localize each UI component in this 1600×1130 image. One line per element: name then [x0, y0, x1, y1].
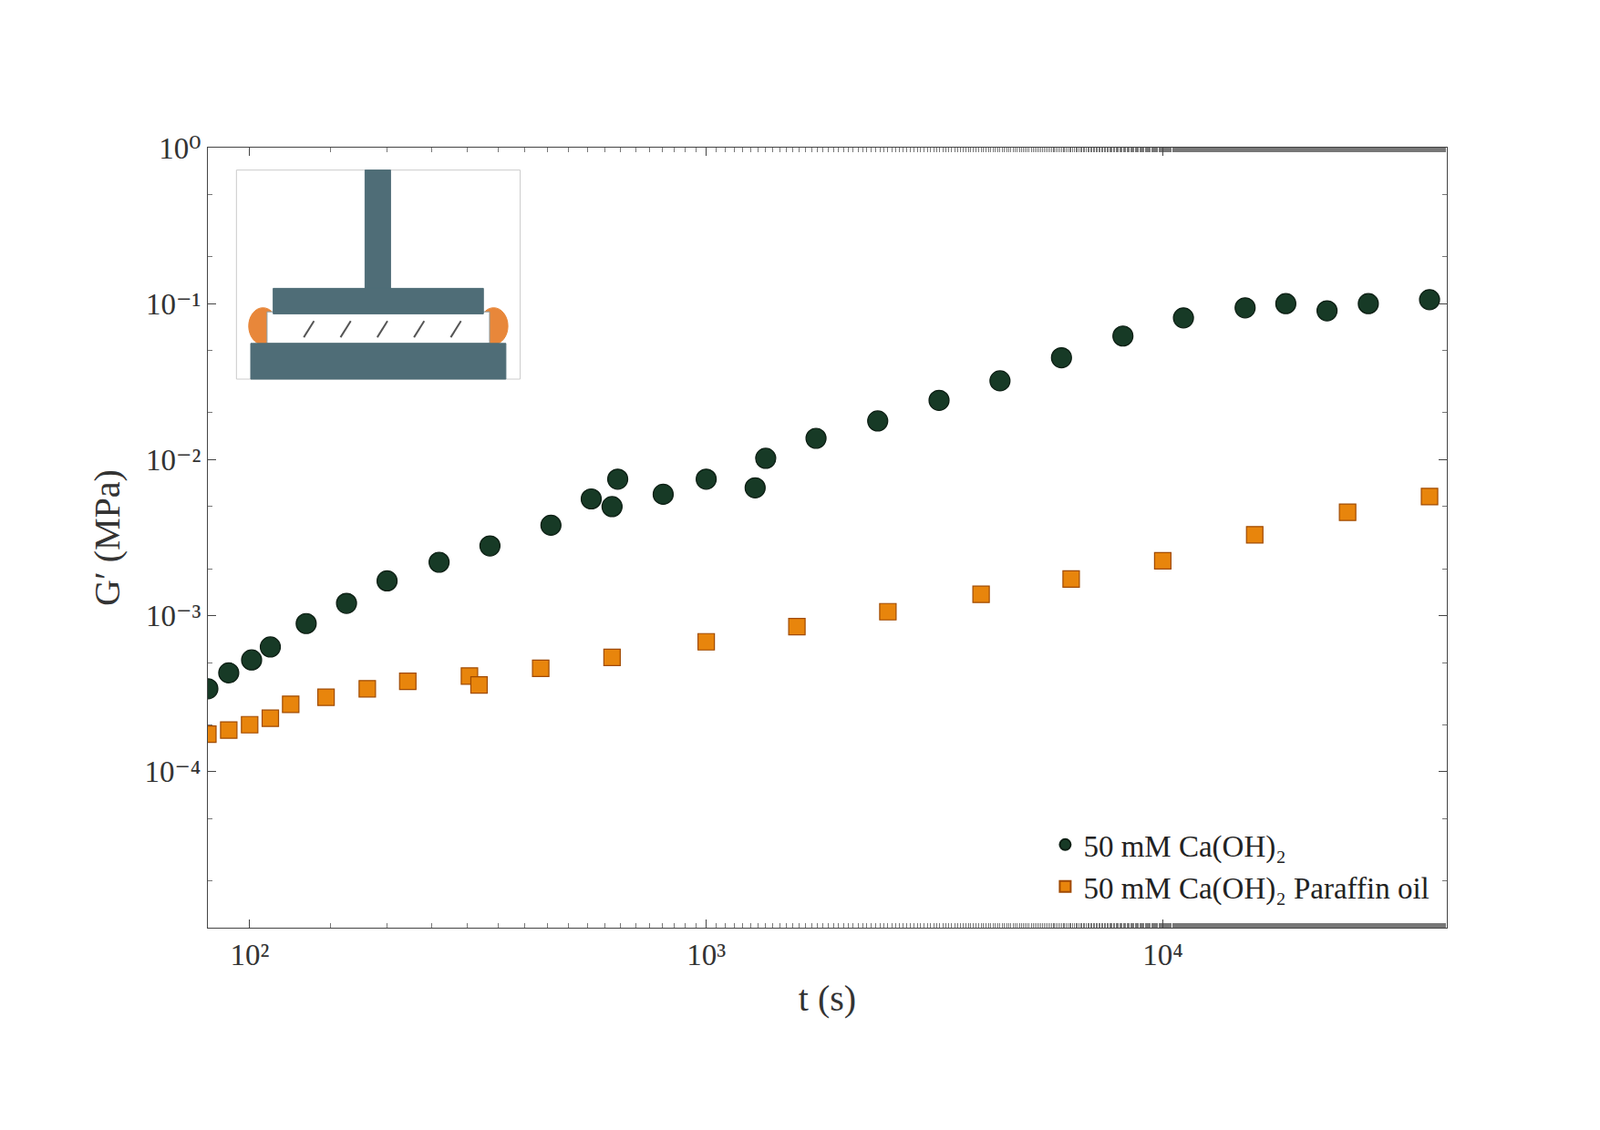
svg-text:10⁻¹: 10⁻¹	[145, 288, 201, 321]
svg-text:10³: 10³	[686, 939, 726, 972]
svg-text:t (s): t (s)	[798, 978, 857, 1020]
svg-text:10⁻³: 10⁻³	[145, 599, 201, 633]
svg-text:10⁰: 10⁰	[158, 132, 201, 166]
svg-text:50 mM Ca(OH)₂ Paraffin oil: 50 mM Ca(OH)₂ Paraffin oil	[1083, 872, 1429, 907]
svg-text:10⁻²: 10⁻²	[145, 443, 201, 477]
svg-text:10⁴: 10⁴	[1142, 939, 1184, 972]
svg-text:10²: 10²	[229, 939, 269, 972]
svg-text:10⁻⁴: 10⁻⁴	[144, 755, 201, 789]
svg-text:50 mM Ca(OH)₂: 50 mM Ca(OH)₂	[1083, 830, 1286, 865]
svg-text:G′ (MPa): G′ (MPa)	[86, 469, 128, 607]
